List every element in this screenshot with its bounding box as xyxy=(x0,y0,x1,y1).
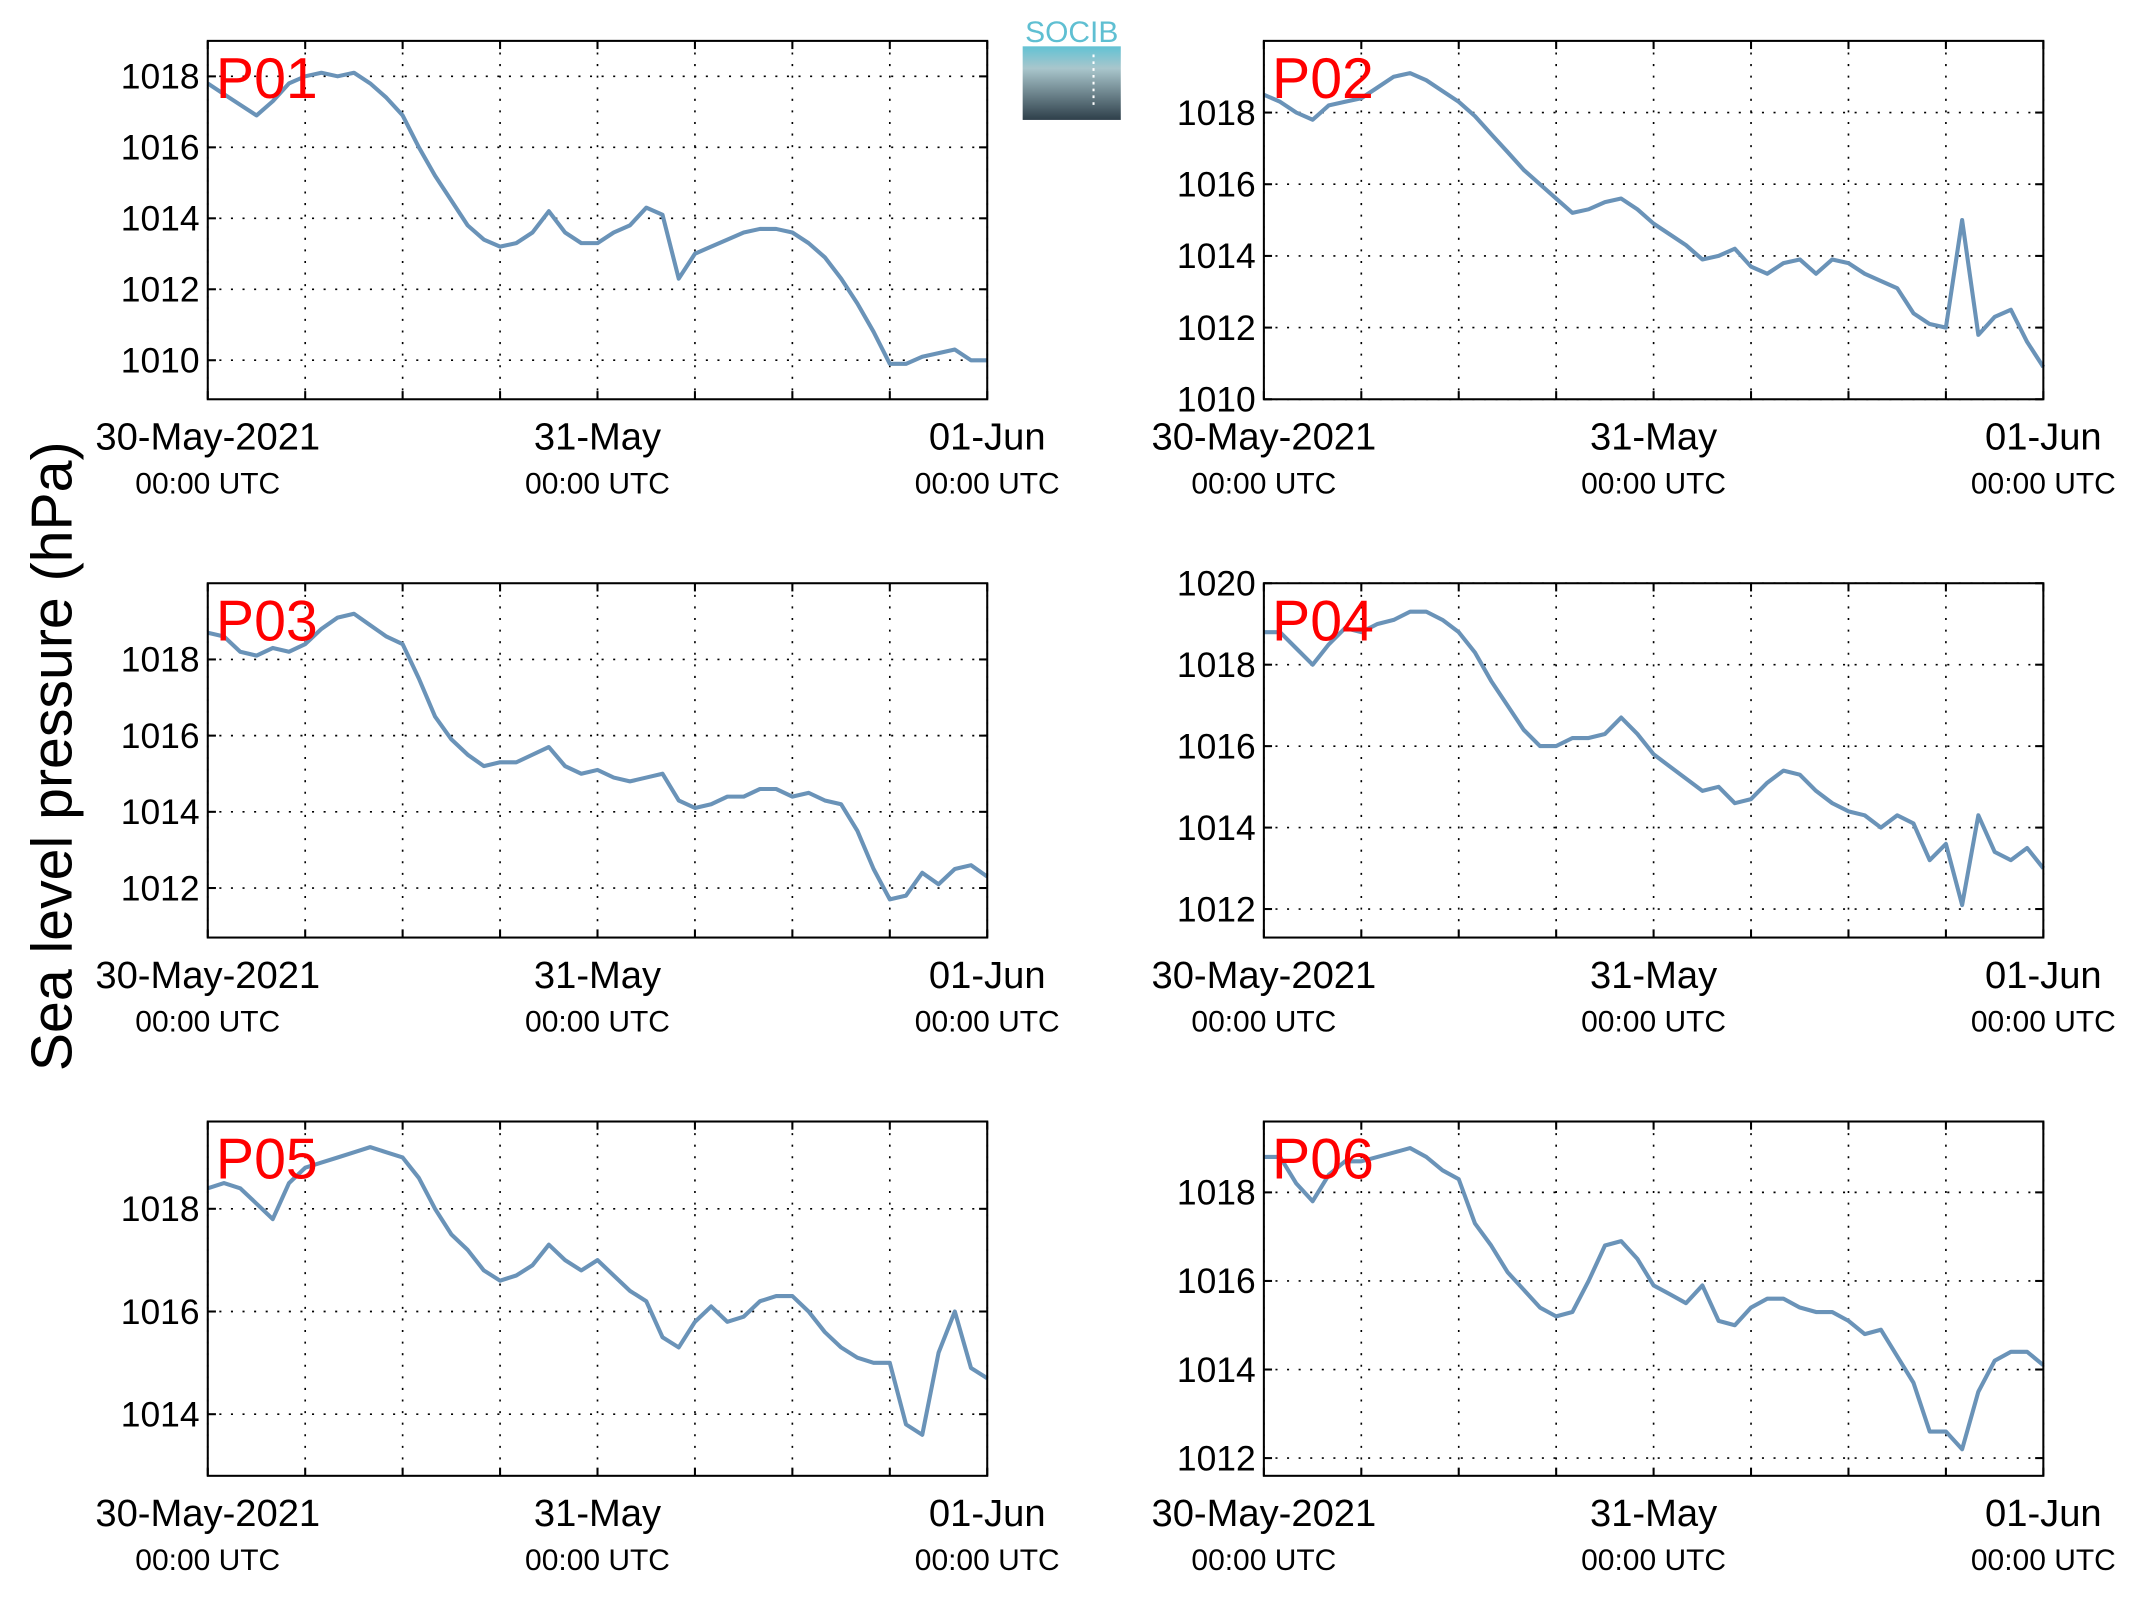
x-tick-label: 01-Jun xyxy=(929,1492,1046,1535)
y-tick-label: 1018 xyxy=(1177,1173,1256,1213)
logo-badge xyxy=(1022,46,1121,120)
x-tick-sublabel: 00:00 UTC xyxy=(1191,1006,1336,1039)
data-line xyxy=(1263,609,2045,908)
x-tick-sublabel: 00:00 UTC xyxy=(1581,1006,1726,1039)
x-tick-label: 01-Jun xyxy=(1985,954,2102,997)
plot-frame xyxy=(206,39,989,401)
x-tick-label: 30-May-2021 xyxy=(1152,416,1377,459)
x-tick-label: 01-Jun xyxy=(1985,416,2102,459)
y-tick-label: 1016 xyxy=(1177,165,1256,205)
y-tick-label: 1012 xyxy=(1177,1438,1256,1478)
x-tick-sublabel: 00:00 UTC xyxy=(525,1006,670,1039)
x-tick-sublabel: 00:00 UTC xyxy=(135,467,280,500)
y-tick-label: 1014 xyxy=(1177,808,1256,848)
panel-label: P01 xyxy=(216,47,318,111)
y-tick-label: 1018 xyxy=(121,640,200,680)
plot-frame xyxy=(1262,39,2045,401)
x-tick-label: 31-May xyxy=(534,954,661,997)
data-line xyxy=(1263,71,2046,369)
x-tick-label: 01-Jun xyxy=(929,954,1046,997)
x-tick-label: 31-May xyxy=(534,416,661,459)
y-tick-label: 1014 xyxy=(121,199,200,239)
y-tick-label: 1012 xyxy=(1177,308,1256,348)
x-tick-sublabel: 00:00 UTC xyxy=(1581,467,1726,500)
y-tick-label: 1016 xyxy=(1177,726,1256,766)
panel-label: P06 xyxy=(1272,1128,1374,1192)
panel: 1010 1012 1014 1016 1018 30-May-2021 00:00 UTC… xyxy=(95,39,1060,500)
y-axis-label: Sea level pressure (hPa) xyxy=(20,441,84,1071)
x-tick-sublabel: 00:00 UTC xyxy=(135,1006,280,1039)
x-tick-label: 01-Jun xyxy=(1985,1492,2102,1535)
x-tick-sublabel: 00:00 UTC xyxy=(525,1544,670,1577)
y-tick-label: 1018 xyxy=(1177,645,1256,685)
y-tick-label: 1012 xyxy=(1177,889,1256,929)
y-tick-label: 1018 xyxy=(121,57,200,97)
y-tick-label: 1016 xyxy=(121,716,200,756)
y-tick-label: 1016 xyxy=(121,1292,200,1332)
x-tick-label: 01-Jun xyxy=(929,416,1046,459)
panel: 1012 1014 1016 1018 30-May-2021 00:00 UTC 31-M… xyxy=(95,582,1060,1039)
panel: 1012 1014 1016 1018 30-May-2021 00:00 UTC 31-M… xyxy=(1152,1120,2116,1577)
panel: 1012 1014 1016 1018 1020 30-May-2021 00:00 UTC… xyxy=(1152,564,2116,1039)
x-tick-label: 31-May xyxy=(1590,416,1717,459)
x-tick-sublabel: 00:00 UTC xyxy=(915,467,1060,500)
plot-frame xyxy=(1262,582,2045,939)
x-tick-sublabel: 00:00 UTC xyxy=(1971,467,2116,500)
x-tick-sublabel: 00:00 UTC xyxy=(1581,1544,1726,1577)
panel: 1014 1016 1018 30-May-2021 00:00 UTC 31-May 00… xyxy=(95,1120,1060,1577)
x-tick-label: 30-May-2021 xyxy=(95,1492,320,1535)
x-tick-sublabel: 00:00 UTC xyxy=(915,1006,1060,1039)
panel-label: P04 xyxy=(1272,589,1374,653)
y-tick-label: 1018 xyxy=(121,1189,200,1229)
y-tick-label: 1014 xyxy=(121,1394,200,1434)
x-tick-sublabel: 00:00 UTC xyxy=(525,467,670,500)
plot-frame xyxy=(1262,1120,2045,1477)
x-tick-label: 30-May-2021 xyxy=(1152,1492,1377,1535)
logo-text: SOCIB xyxy=(1025,16,1118,49)
y-tick-label: 1010 xyxy=(1177,380,1256,420)
x-tick-label: 30-May-2021 xyxy=(95,416,320,459)
y-tick-label: 1014 xyxy=(121,792,200,832)
y-tick-label: 1014 xyxy=(1177,1350,1256,1390)
y-tick-label: 1020 xyxy=(1177,564,1256,604)
x-tick-label: 31-May xyxy=(1590,954,1717,997)
panel-label: P02 xyxy=(1272,47,1374,111)
data-line xyxy=(207,611,989,902)
data-line xyxy=(206,70,988,366)
x-tick-label: 31-May xyxy=(534,1492,661,1535)
x-tick-sublabel: 00:00 UTC xyxy=(1971,1006,2116,1039)
panel-label: P05 xyxy=(216,1128,318,1192)
plot-frame xyxy=(206,582,989,939)
x-tick-sublabel: 00:00 UTC xyxy=(1971,1544,2116,1577)
y-tick-label: 1010 xyxy=(121,341,200,381)
x-tick-sublabel: 00:00 UTC xyxy=(1191,1544,1336,1577)
y-tick-label: 1018 xyxy=(1177,93,1256,133)
y-tick-label: 1016 xyxy=(1177,1261,1256,1301)
x-tick-label: 30-May-2021 xyxy=(95,954,320,997)
y-tick-label: 1016 xyxy=(121,128,200,168)
y-tick-label: 1012 xyxy=(121,868,200,908)
x-tick-label: 30-May-2021 xyxy=(1152,954,1377,997)
x-tick-label: 31-May xyxy=(1590,1492,1717,1535)
x-tick-sublabel: 00:00 UTC xyxy=(915,1544,1060,1577)
x-tick-sublabel: 00:00 UTC xyxy=(135,1544,280,1577)
y-tick-label: 1014 xyxy=(1177,236,1256,276)
panel: 1010 1012 1014 1016 1018 30-May-2021 00:00 UTC… xyxy=(1152,39,2116,500)
y-tick-label: 1012 xyxy=(121,270,200,310)
data-line xyxy=(1263,1146,2045,1452)
plot-frame xyxy=(206,1120,989,1477)
x-tick-sublabel: 00:00 UTC xyxy=(1191,467,1336,500)
data-line xyxy=(207,1145,989,1437)
panel-label: P03 xyxy=(216,589,318,653)
logo: SOCIB xyxy=(1022,16,1121,120)
